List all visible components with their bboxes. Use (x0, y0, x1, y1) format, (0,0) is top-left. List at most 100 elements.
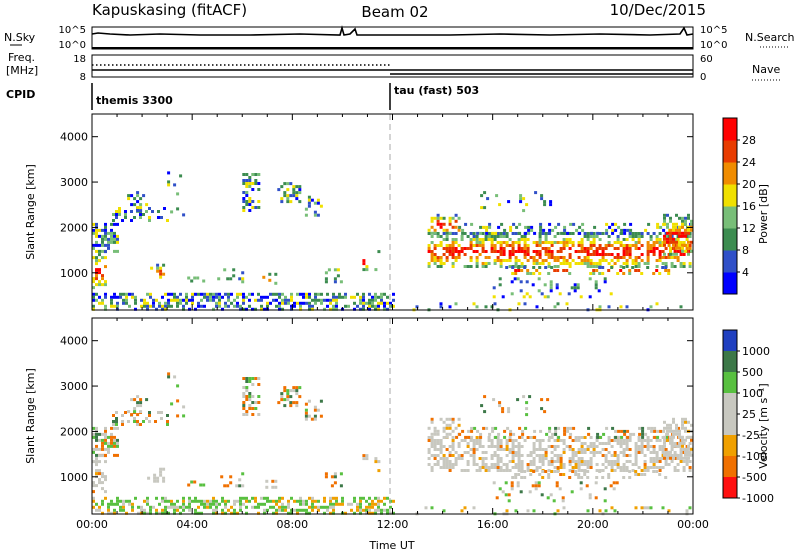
velocity-cell (140, 505, 143, 509)
power-cell (116, 234, 119, 238)
velocity-cell (374, 496, 377, 500)
velocity-cell (110, 435, 113, 439)
velocity-cell (687, 444, 690, 448)
velocity-cell (317, 499, 320, 503)
velocity-cell (200, 511, 203, 515)
velocity-cell (365, 511, 368, 515)
velocity-cell (498, 401, 502, 405)
velocity-cell (245, 380, 249, 383)
velocity-cell (457, 442, 461, 445)
velocity-cell (173, 502, 176, 506)
power-scatter (92, 171, 693, 312)
power-cell (392, 292, 395, 296)
velocity-cell (116, 444, 119, 448)
power-cell (122, 292, 125, 296)
power-cell (669, 240, 672, 244)
power-cell (433, 228, 437, 232)
power-cell (690, 240, 693, 244)
power-cell (580, 241, 584, 244)
power-cell (314, 298, 317, 302)
power-cell (670, 256, 674, 259)
power-cell (488, 222, 492, 226)
power-cell (544, 241, 548, 244)
power-cell (221, 295, 224, 299)
power-cell (296, 292, 299, 296)
velocity-cell (257, 377, 261, 380)
velocity-cell (525, 401, 529, 405)
velocity-cell (199, 483, 203, 487)
velocity-cell (131, 505, 134, 509)
power-cell (628, 232, 632, 235)
velocity-cell (299, 499, 302, 503)
power-cell (454, 259, 458, 262)
power-cell (248, 209, 252, 212)
power-cell (295, 185, 299, 189)
velocity-cell (626, 429, 630, 433)
colorbar-swatch (723, 228, 737, 251)
velocity-cell (652, 451, 656, 454)
velocity-cell (238, 484, 242, 488)
power-cell (148, 207, 151, 210)
velocity-cell (179, 505, 182, 509)
velocity-cell (101, 511, 104, 515)
velocity-cell (307, 414, 311, 418)
velocity-cell (451, 454, 455, 457)
velocity-cell (672, 417, 675, 421)
power-cell (236, 304, 239, 308)
velocity-cell (98, 505, 101, 509)
velocity-cell (356, 508, 359, 512)
velocity-cell (484, 466, 488, 469)
power-cell (98, 234, 101, 238)
power-cell (101, 228, 104, 232)
power-cell (487, 256, 491, 259)
power-cell (617, 225, 621, 229)
power-cell (158, 301, 161, 305)
velocity-cell (562, 448, 566, 451)
velocity-cell (182, 508, 185, 512)
velocity-cell (616, 439, 620, 442)
velocity-cell (551, 432, 555, 436)
velocity-cell (529, 454, 533, 457)
power-cell (292, 194, 296, 198)
power-cell (286, 188, 290, 192)
velocity-cell (442, 466, 446, 469)
velocity-cell (110, 432, 113, 436)
power-cell (538, 262, 542, 265)
power-cell (316, 213, 320, 217)
velocity-cell (271, 479, 275, 483)
power-cell (538, 256, 542, 259)
power-cell (672, 231, 675, 235)
power-cell (565, 238, 569, 241)
power-cell (179, 301, 182, 305)
power-cell (569, 222, 573, 226)
velocity-cell (665, 435, 669, 439)
velocity-cell (562, 466, 566, 469)
power-cell (430, 231, 434, 235)
power-cell (547, 253, 551, 256)
velocity-cell (305, 502, 308, 506)
power-cell (475, 256, 479, 259)
power-cell (673, 250, 677, 253)
power-cell (543, 295, 547, 299)
power-cell (128, 304, 131, 308)
power-cell (548, 231, 552, 235)
velocity-cell (646, 448, 650, 451)
power-cell (573, 286, 577, 290)
velocity-cell (549, 493, 553, 497)
power-cell (110, 295, 113, 299)
power-cell (289, 182, 293, 186)
velocity-cell (640, 473, 644, 476)
power-cell (669, 237, 672, 241)
velocity-cell (673, 466, 677, 469)
nave-tick-top: 60 (700, 54, 713, 65)
power-cell (353, 295, 356, 299)
power-cell (666, 231, 669, 235)
power-cell (251, 206, 255, 209)
power-cell (558, 292, 562, 296)
power-cell (451, 232, 455, 235)
velocity-cell (669, 429, 672, 433)
power-cell (260, 295, 263, 299)
power-cell (365, 301, 368, 305)
power-cell (179, 298, 182, 302)
power-cell (374, 307, 377, 311)
